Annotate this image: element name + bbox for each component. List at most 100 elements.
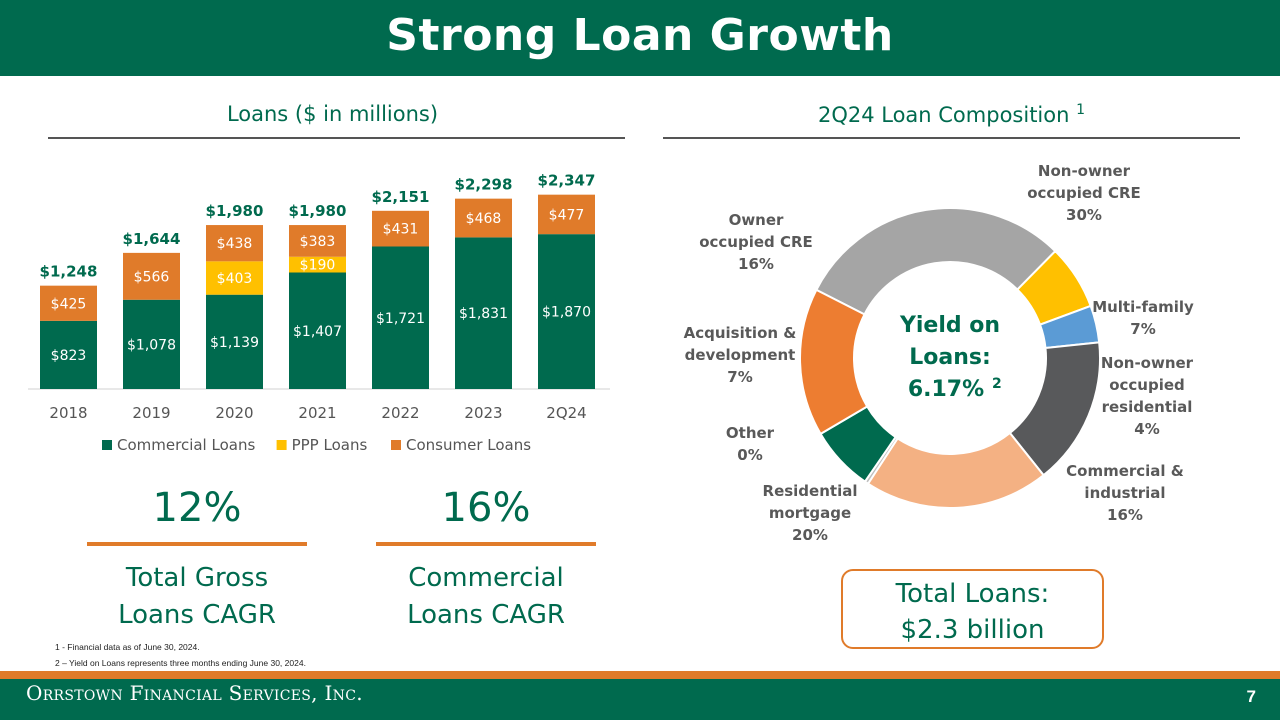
bar-total-label: $1,248: [40, 263, 98, 281]
pie-title-rule: [663, 137, 1240, 139]
total-cagr-label-line2: Loans CAGR: [118, 600, 276, 630]
slice-label: development: [685, 346, 796, 364]
bar-commercial-loans: [206, 294, 263, 389]
slice-label: 20%: [792, 526, 828, 544]
bar-value-label: $383: [300, 234, 336, 250]
slice-label: residential: [1102, 398, 1193, 416]
bar-total-label: $2,298: [455, 176, 513, 194]
bar-commercial-loans: [372, 246, 429, 389]
bar-value-label: $477: [549, 207, 585, 223]
slice-label: mortgage: [769, 504, 851, 522]
donut-slice: [815, 207, 1057, 316]
total-loans-box: Total Loans: $2.3 billion: [841, 569, 1104, 649]
bar-value-label: $1,407: [293, 324, 342, 340]
footnote-1: 1 - Financial data as of June 30, 2024.: [55, 642, 200, 652]
bar-ppp-loans: [289, 256, 346, 273]
bar-total-label: $2,347: [538, 172, 596, 190]
slice-label: Residential: [763, 482, 858, 500]
pie-chart-title-text: 2Q24 Loan Composition: [817, 103, 1070, 127]
bar-consumer-loans: [206, 225, 263, 262]
commercial-cagr-divider: [376, 542, 596, 546]
bar-value-label: $468: [466, 211, 502, 227]
bar-value-label: $1,831: [459, 306, 508, 322]
bar-consumer-loans: [455, 198, 512, 238]
page-number: 7: [1246, 687, 1256, 706]
bar-chart-title-text: Loans ($ in millions): [226, 102, 439, 126]
x-tick-label: 2023: [464, 404, 502, 422]
x-tick-label: 2021: [298, 404, 336, 422]
bar-consumer-loans: [123, 252, 180, 300]
footnote-2: 2 – Yield on Loans represents three mont…: [55, 658, 306, 668]
total-cagr-divider: [87, 542, 307, 546]
bar-value-label: $438: [217, 236, 253, 252]
slice-label: Multi-family: [1092, 298, 1194, 316]
bar-commercial-loans: [40, 320, 97, 389]
total-loans-line2: $2.3 billion: [900, 615, 1045, 645]
commercial-cagr-label-line2: Loans CAGR: [407, 600, 565, 630]
footer-accent-bar: [0, 671, 1280, 679]
center-label-footnote: 2: [992, 376, 1002, 392]
bar-total-label: $1,644: [123, 230, 181, 248]
bar-value-label: $1,870: [542, 305, 591, 321]
slice-label: 0%: [737, 446, 762, 464]
bar-total-label: $1,980: [289, 202, 347, 220]
slice-label: Non-owner: [1101, 354, 1194, 372]
slice-label: Other: [726, 424, 775, 442]
x-tick-label: 2020: [215, 404, 253, 422]
bar-commercial-loans: [538, 234, 595, 389]
bar-ppp-loans: [206, 261, 263, 295]
bar-value-label: $1,078: [127, 337, 176, 353]
bar-value-label: $1,721: [376, 311, 425, 327]
legend-swatch: [391, 440, 401, 450]
donut-chart: Non-owner occupied CRE 30% Multi-family 7% No…: [684, 162, 1194, 544]
slice-label: Non-owner: [1038, 162, 1131, 180]
slice-label: occupied CRE: [1027, 184, 1141, 202]
bar-value-label: $566: [134, 269, 170, 285]
slice-label: 16%: [738, 255, 774, 273]
slice-label: 16%: [1107, 506, 1143, 524]
commercial-cagr-label-line1: Commercial: [408, 563, 564, 593]
bar-value-label: $190: [300, 258, 336, 274]
bar-title-rule: [48, 137, 625, 139]
bar-consumer-loans: [289, 225, 346, 257]
footer-bar: [0, 679, 1280, 720]
slice-label: industrial: [1084, 484, 1165, 502]
bar-value-label: $425: [51, 296, 87, 312]
bar-chart: $823 $425 $1,248 2018 $1,078 $566 $1,644 2019 $1…: [28, 172, 610, 454]
bar-commercial-loans: [289, 272, 346, 389]
footnotes: 1 - Financial data as of June 30, 2024. …: [55, 639, 306, 671]
slice-label: Commercial &: [1066, 462, 1184, 480]
bar-value-label: $1,139: [210, 335, 259, 351]
commercial-cagr-label: Commercial Loans CAGR: [376, 560, 596, 634]
slice-label: occupied: [1109, 376, 1185, 394]
slice-label: Acquisition &: [684, 324, 797, 342]
bar-value-label: $403: [217, 271, 253, 287]
slice-label: 4%: [1134, 420, 1159, 438]
pie-chart-title-footnote: 1: [1076, 102, 1086, 118]
x-tick-label: 2022: [381, 404, 419, 422]
commercial-cagr-value: 16%: [441, 485, 531, 531]
slice-label: Owner: [729, 211, 784, 229]
pie-chart-title: 2Q24 Loan Composition 1: [663, 102, 1240, 127]
x-tick-label: 2018: [49, 404, 87, 422]
bar-total-label: $2,151: [372, 188, 430, 206]
bar-commercial-loans: [123, 299, 180, 389]
legend-label: Commercial Loans: [117, 436, 255, 454]
total-cagr-value: 12%: [152, 485, 242, 531]
center-label-line2: Loans:: [909, 345, 991, 370]
x-tick-label: 2Q24: [546, 404, 586, 422]
slice-label: occupied CRE: [699, 233, 813, 251]
bar-consumer-loans: [40, 285, 97, 321]
bar-consumer-loans: [538, 194, 595, 235]
bar-value-label: $431: [383, 222, 419, 238]
title-bar: Strong Loan Growth: [0, 0, 1280, 76]
bar-commercial-loans: [455, 237, 512, 389]
center-label-value: 6.17%: [908, 377, 984, 402]
bar-consumer-loans: [372, 210, 429, 247]
total-cagr-label: Total Gross Loans CAGR: [87, 560, 307, 634]
slice-label: 7%: [1130, 320, 1155, 338]
legend-swatch: [276, 440, 287, 450]
donut-slice: [799, 288, 869, 436]
slice-label: 7%: [727, 368, 752, 386]
page-title: Strong Loan Growth: [386, 10, 894, 61]
